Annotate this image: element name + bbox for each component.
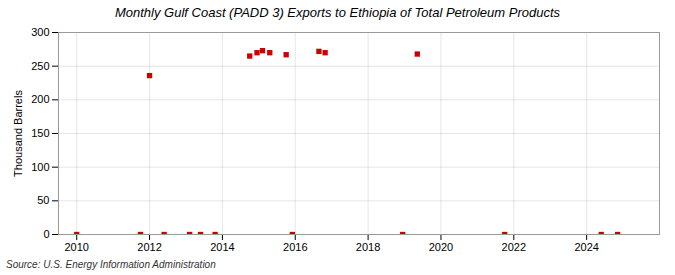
svg-text:2010: 2010 [64,241,88,253]
svg-text:250: 250 [31,60,49,72]
svg-text:200: 200 [31,93,49,105]
html-text:Source: U.S. Energy Informatio: Source: U.S. Energy Information Administ… [6,259,216,270]
svg-text:150: 150 [31,127,49,139]
svg-text:50: 50 [37,194,49,206]
svg-text:2012: 2012 [137,241,161,253]
svg-text:300: 300 [31,26,49,38]
svg-text:2020: 2020 [429,241,453,253]
svg-text:2024: 2024 [574,241,598,253]
svg-text:2018: 2018 [356,241,380,253]
svg-text:0: 0 [43,228,49,240]
svg-text:2016: 2016 [283,241,307,253]
html-text:Monthly Gulf Coast (PADD 3) Ex: Monthly Gulf Coast (PADD 3) Exports to E… [115,5,560,20]
svg-text:2022: 2022 [502,241,526,253]
svg-text:100: 100 [31,161,49,173]
svg-text:2014: 2014 [210,241,234,253]
svg-text:Thousand Barrels: Thousand Barrels [12,90,24,177]
